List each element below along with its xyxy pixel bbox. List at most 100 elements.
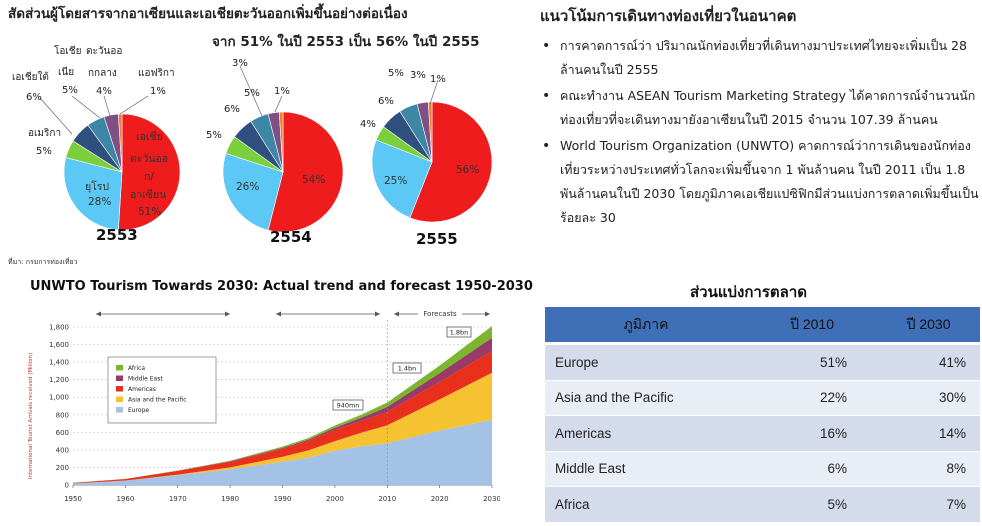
line-chart-title: UNWTO Tourism Towards 2030: Actual trend… (30, 279, 533, 294)
label-2553-eastasia-pct: 51% (138, 206, 162, 218)
arrow-head (276, 311, 281, 317)
cell-2030: 8% (877, 451, 980, 487)
label-2553-middleeast-pct: 4% (96, 86, 112, 97)
unwto-area-chart: 0 200 400 600 800 1,000 1,200 1,400 1,600 1,800 19… (28, 308, 500, 503)
x-tick-label: 2030 (483, 495, 500, 503)
table-row: Middle East 6% 8% (545, 451, 980, 487)
source-note: ที่มา: กรมการท่องเที่ยว (8, 258, 78, 266)
label-2553-eastasia-3: ก/ (144, 171, 154, 183)
annotation-label: 940mn (337, 402, 360, 410)
label-2554-southasia: 6% (224, 104, 240, 115)
label-2553-oceania-2: เนีย (58, 67, 75, 78)
label-2554-eastasia: 54% (302, 174, 326, 186)
x-tick-label: 1990 (274, 495, 292, 503)
pie-charts (39, 65, 493, 233)
y-tick-label: 1,000 (49, 394, 69, 402)
label-2555-southasia: 6% (378, 96, 394, 107)
cell-region: Middle East (545, 451, 747, 487)
label-2553-europe-1: ยุโรป (85, 181, 110, 193)
header-region: ภูมิภาค (545, 307, 747, 345)
x-tick-label: 1970 (169, 495, 187, 503)
pie-2-slice-europe (371, 139, 433, 219)
cell-2010: 22% (747, 380, 878, 416)
pie-leader-line (239, 65, 263, 117)
pie-year-2553: 2553 (96, 226, 138, 244)
y-tick-label: 0 (65, 482, 69, 490)
future-trend-title: แนวโน้มการเดินทางท่องเที่ยวในอนาคต (540, 7, 797, 25)
label-2554-europe: 26% (236, 181, 260, 193)
legend-swatch (116, 365, 123, 371)
y-axis-label: International Tourist Arrivals received … (28, 353, 34, 480)
pie-year-2555: 2555 (416, 230, 458, 248)
pie-0-slice-east_asia (118, 113, 181, 231)
label-2553-oceania-pct: 5% (62, 85, 78, 96)
label-2555-eastasia: 56% (456, 164, 480, 176)
legend-swatch (116, 396, 123, 402)
label-2554-americas: 5% (206, 130, 222, 141)
forecasts-label: Forecasts (423, 310, 457, 318)
table-row: Europe 51% 41% (545, 343, 980, 381)
trend-bullets: การคาดการณ์ว่า ปริมาณนักท่องเที่ยวที่เดิ… (540, 34, 980, 232)
label-2553-southasia-pct: 6% (26, 92, 42, 103)
y-tick-label: 1,600 (49, 341, 69, 349)
market-share-title: ส่วนแบ่งการตลาด (690, 283, 808, 301)
annotation-label: 1.8bn (450, 329, 469, 337)
y-tick-label: 600 (56, 429, 69, 437)
pie-2-slice-africa (427, 101, 433, 163)
cell-2030: 41% (877, 343, 980, 381)
x-tick-label: 1950 (64, 495, 82, 503)
label-2553-oceania-1: โอเชีย (54, 46, 82, 57)
legend-swatch (116, 375, 123, 381)
cell-region: Asia and the Pacific (545, 380, 747, 416)
y-tick-label: 400 (56, 446, 69, 454)
arrow-head (375, 311, 380, 317)
legend-label: Asia and the Pacific (128, 397, 187, 404)
cell-2010: 51% (747, 343, 878, 381)
arrow-head (485, 311, 490, 317)
x-tick-label: 1980 (221, 495, 239, 503)
arrow-head (394, 311, 399, 317)
pie-0-slice-europe (63, 157, 123, 231)
y-tick-label: 800 (56, 411, 69, 419)
cell-2010: 6% (747, 451, 878, 487)
pie-title-line2: จาก 51% ในปี 2553 เป็น 56% ในปี 2555 (212, 34, 480, 50)
y-tick-label: 1,400 (49, 359, 69, 367)
label-2554-africa: 1% (274, 86, 290, 97)
legend-label: Middle East (128, 376, 163, 383)
header-2030: ปี 2030 (877, 307, 980, 345)
annotation-label: 1.4bn (398, 365, 417, 373)
label-2553-eastasia-1: เอเชีย (136, 131, 163, 143)
pie-1-slice-africa (278, 111, 284, 173)
label-2553-africa-pct: 1% (150, 86, 166, 97)
arrow-head (225, 311, 230, 317)
table-row: Americas 16% 14% (545, 415, 980, 452)
label-2553-americas-pct: 5% (36, 146, 52, 157)
y-tick-label: 1,200 (49, 376, 69, 384)
pie-year-2554: 2554 (270, 228, 312, 246)
pie-title-line1: สัดส่วนผู้โดยสารจากอาเซียนและเอเชียตะวัน… (8, 6, 408, 22)
label-2553-eastasia-2: ตะวันออ (130, 153, 169, 165)
label-2555-middleeast: 3% (410, 70, 426, 81)
annotation-box (332, 399, 364, 411)
annotation-box (392, 362, 422, 374)
label-2553-southasia-1: เอเชียใต้ (12, 72, 49, 83)
label-2553-middleeast-2: กกลาง (88, 68, 117, 79)
cell-2010: 5% (747, 486, 878, 523)
label-2553-europe-pct: 28% (88, 196, 112, 208)
cell-region: Americas (545, 415, 747, 452)
label-2553-middleeast-1: ตะวันออ (86, 46, 123, 57)
label-2555-oceania: 5% (388, 68, 404, 79)
x-tick-label: 2020 (431, 495, 449, 503)
label-2555-americas: 4% (360, 119, 376, 130)
label-2553-africa-1: แอฟริกา (138, 68, 175, 79)
label-2553-eastasia-4: อาเซียน (130, 189, 167, 201)
cell-2030: 7% (877, 486, 980, 523)
cell-region: Europe (545, 343, 747, 381)
pie-leader-line (71, 95, 101, 119)
table-header-row: ภูมิภาค ปี 2010 ปี 2030 (545, 307, 980, 345)
market-share-table: ภูมิภาค ปี 2010 ปี 2030 Europe 51% 41% A… (545, 307, 980, 523)
area-series-asia-and-the-pacific (73, 372, 492, 484)
pie-leader-line (103, 95, 111, 117)
label-2554-middleeast: 3% (232, 58, 248, 69)
pie-leader-line (274, 95, 283, 113)
